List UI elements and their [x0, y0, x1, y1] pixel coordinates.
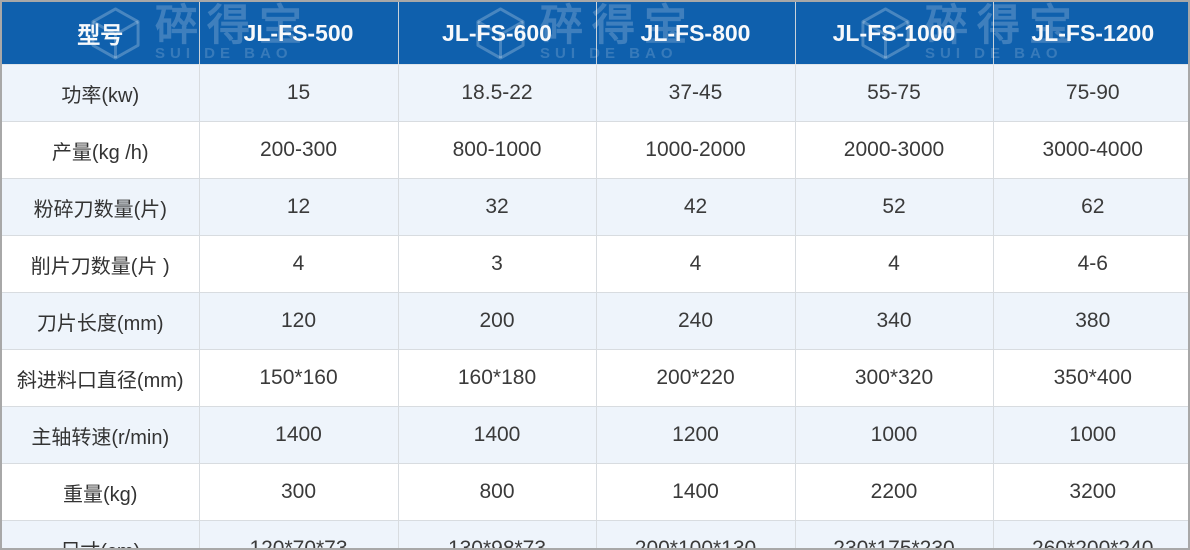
table-cell: 350*400: [992, 349, 1188, 407]
table-cell: 120*70*73: [198, 520, 399, 548]
table-row-blade-length: 刀片长度(mm) 120 200 240 340 380: [2, 292, 1188, 350]
table-cell: 130*98*73: [397, 520, 597, 548]
header-cell-model-5: JL-FS-1200: [993, 2, 1188, 65]
table-cell: 200-300: [198, 121, 399, 179]
row-label: 功率(kw): [2, 64, 200, 122]
table-cell: 200: [397, 292, 597, 350]
table-cell: 120: [198, 292, 399, 350]
table-cell: 200*100*130: [595, 520, 796, 548]
table-cell: 15: [198, 64, 399, 122]
table-cell: 340: [794, 292, 994, 350]
table-cell: 160*180: [397, 349, 597, 407]
table-row-output: 产量(kg /h) 200-300 800-1000 1000-2000 200…: [2, 121, 1188, 179]
row-label: 产量(kg /h): [2, 121, 200, 179]
table-row-crushing-blades: 粉碎刀数量(片) 12 32 42 52 62: [2, 178, 1188, 236]
row-label: 削片刀数量(片 ): [2, 235, 200, 293]
model-name: JL-FS-600: [442, 19, 552, 46]
table-cell: 4: [198, 235, 399, 293]
table-cell: 3200: [992, 463, 1188, 521]
table-cell: 62: [992, 178, 1188, 236]
model-name: JL-FS-1200: [1031, 19, 1155, 46]
table-row-power: 功率(kw) 15 18.5-22 37-45 55-75 75-90: [2, 64, 1188, 122]
table-cell: 55-75: [794, 64, 994, 122]
model-label: 型号: [77, 22, 124, 48]
table-cell: 18.5-22: [397, 64, 597, 122]
table-cell: 1400: [397, 406, 597, 464]
table-cell: 32: [397, 178, 597, 236]
table-cell: 150*160: [198, 349, 399, 407]
model-name: JL-FS-800: [640, 19, 751, 46]
table-cell: 380: [992, 292, 1188, 350]
table-cell: 260*200*240: [992, 520, 1188, 548]
table-cell: 75-90: [992, 64, 1188, 122]
table-row-chipping-blades: 削片刀数量(片 ) 4 3 4 4 4-6: [2, 235, 1188, 293]
header-cell-model-3: JL-FS-800: [596, 2, 796, 65]
table-cell: 800: [397, 463, 597, 521]
row-label: 刀片长度(mm): [2, 292, 200, 350]
table-row-inlet-diameter: 斜进料口直径(mm) 150*160 160*180 200*220 300*3…: [2, 349, 1188, 407]
table-cell: 800-1000: [397, 121, 597, 179]
table-cell: 2200: [794, 463, 994, 521]
table-cell: 3000-4000: [992, 121, 1188, 179]
table-cell: 1200: [595, 406, 796, 464]
header-cell-model-label: 型号: [2, 2, 200, 65]
table-cell: 42: [595, 178, 796, 236]
table-row-spindle-speed: 主轴转速(r/min) 1400 1400 1200 1000 1000: [2, 406, 1188, 464]
table-cell: 230*175*230: [794, 520, 994, 548]
header-cell-model-2: JL-FS-600: [398, 2, 597, 65]
model-name: JL-FS-500: [243, 19, 354, 46]
table-cell: 4-6: [992, 235, 1188, 293]
table-cell: 37-45: [595, 64, 796, 122]
row-label: 主轴转速(r/min): [2, 406, 200, 464]
table-cell: 200*220: [595, 349, 796, 407]
table-row-weight: 重量(kg) 300 800 1400 2200 3200: [2, 463, 1188, 521]
row-label: 尺寸(cm): [2, 520, 200, 548]
table-cell: 4: [794, 235, 994, 293]
row-label: 重量(kg): [2, 463, 200, 521]
header-cell-model-1: JL-FS-500: [199, 2, 399, 65]
table-cell: 3: [397, 235, 597, 293]
table-cell: 4: [595, 235, 796, 293]
row-label: 粉碎刀数量(片): [2, 178, 200, 236]
table-cell: 1000: [992, 406, 1188, 464]
header-cell-model-4: JL-FS-1000: [795, 2, 994, 65]
table-cell: 2000-3000: [794, 121, 994, 179]
table-header-row: 型号 JL-FS-500 JL-FS-600 JL-FS-800 JL-FS-1…: [2, 2, 1188, 65]
model-name: JL-FS-1000: [832, 19, 956, 46]
table-cell: 1400: [198, 406, 399, 464]
table-cell: 1400: [595, 463, 796, 521]
table-cell: 240: [595, 292, 796, 350]
table-cell: 52: [794, 178, 994, 236]
row-label: 斜进料口直径(mm): [2, 349, 200, 407]
table-cell: 1000-2000: [595, 121, 796, 179]
table-cell: 300*320: [794, 349, 994, 407]
table-cell: 12: [198, 178, 399, 236]
table-row-dimensions: 尺寸(cm) 120*70*73 130*98*73 200*100*130 2…: [2, 520, 1188, 548]
table-cell: 1000: [794, 406, 994, 464]
table-cell: 300: [198, 463, 399, 521]
